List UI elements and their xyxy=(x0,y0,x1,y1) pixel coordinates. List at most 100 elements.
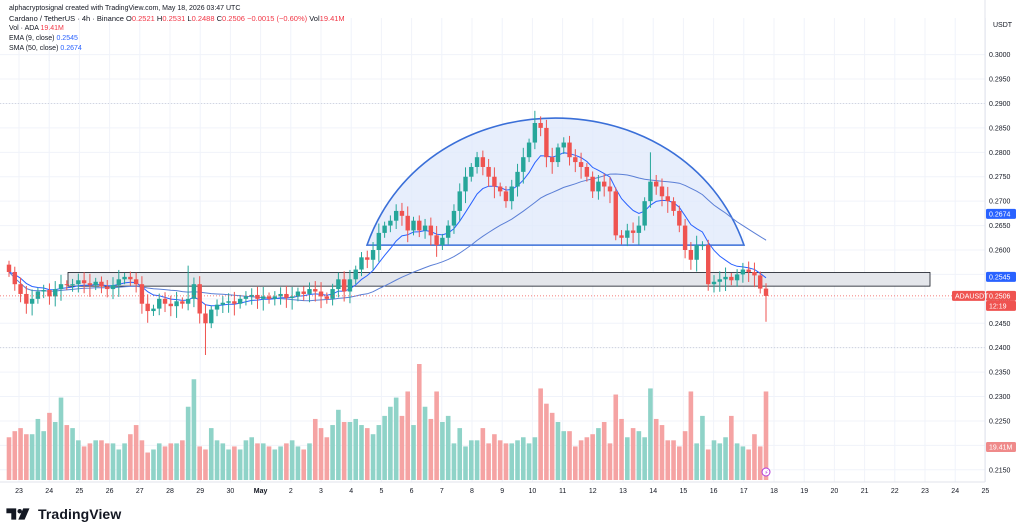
candle-body xyxy=(636,225,642,233)
candle-body xyxy=(451,210,457,226)
volume-bar xyxy=(151,449,156,480)
volume-legend[interactable]: Vol · ADA 19.41M xyxy=(9,24,345,34)
candle-body xyxy=(99,281,104,287)
candle-body xyxy=(370,250,376,260)
candle-body xyxy=(700,245,705,247)
sma-legend[interactable]: SMA (50, close) 0.2674 xyxy=(9,44,345,54)
price-tick-label: 0.2450 xyxy=(989,321,1011,328)
volume-bar xyxy=(411,425,416,480)
candle-body xyxy=(284,293,289,298)
candle-body xyxy=(538,123,543,128)
candle-body xyxy=(740,269,746,275)
volume-bar xyxy=(416,364,422,480)
price-tick-label: 0.2950 xyxy=(989,77,1011,84)
price-tick-label: 0.2400 xyxy=(989,345,1011,352)
candle-body xyxy=(497,186,503,192)
candle-body xyxy=(81,280,87,284)
volume-bar xyxy=(214,440,220,480)
symbol-name[interactable]: Cardano / TetherUS · 4h · Binance xyxy=(9,14,124,23)
volume-bar xyxy=(440,422,445,480)
candle-body xyxy=(422,225,428,231)
candle-body xyxy=(197,284,202,314)
volume-bar xyxy=(203,449,208,480)
volume-bar xyxy=(24,434,29,480)
time-tick-label: May xyxy=(254,488,268,495)
vol-value: 19.41M xyxy=(319,14,345,23)
time-axis: 23 24 25 26 27 28 29 30 May 2 3 4 5 6 7 8 9 10 11 12 13 14 15 1… xyxy=(0,481,989,495)
candle-body xyxy=(47,290,52,297)
price-tick-label: 0.2300 xyxy=(989,394,1011,401)
price-tick-label: 0.2600 xyxy=(989,248,1011,255)
volume-bar xyxy=(122,443,127,480)
candle-body xyxy=(151,308,156,312)
volume-bar xyxy=(607,443,613,480)
candle-body xyxy=(521,157,526,172)
cup-pattern-drawing[interactable] xyxy=(365,117,746,246)
volume-bar xyxy=(729,415,734,480)
volume-bar xyxy=(64,425,70,480)
volume-bar xyxy=(318,428,324,480)
volume-bar xyxy=(393,397,399,480)
support-zone-box[interactable] xyxy=(67,272,931,287)
volume-bar xyxy=(573,446,578,480)
ema-value: 0.2545 xyxy=(56,35,78,42)
volume-bar xyxy=(549,412,555,480)
volume-bar xyxy=(584,437,590,480)
open-value: 0.2521 xyxy=(131,14,155,23)
volume-bar xyxy=(382,415,387,480)
sma-price-badge[interactable]: 0.2674 xyxy=(989,211,1011,218)
candle-body xyxy=(255,294,260,299)
candle-body xyxy=(399,210,405,216)
lightning-marker-icon[interactable] xyxy=(761,467,771,477)
volume-bar xyxy=(312,418,318,480)
candle-body xyxy=(428,225,434,236)
volume-bar xyxy=(503,443,509,480)
volume-bar xyxy=(104,443,110,480)
symbol-badge[interactable]: ADAUSDT xyxy=(955,293,989,300)
volume-bar xyxy=(659,425,665,480)
candle-body xyxy=(515,171,520,187)
volume-bar xyxy=(284,443,289,480)
volume-bar xyxy=(249,437,255,480)
countdown-badge[interactable]: 12:19 xyxy=(989,303,1007,310)
candle-body xyxy=(752,271,757,276)
currency-label[interactable]: USDT xyxy=(993,22,1013,29)
candle-body xyxy=(191,284,197,299)
candle-body xyxy=(139,284,145,304)
volume-bar xyxy=(18,428,23,480)
volume-bar xyxy=(47,412,52,480)
candle-body xyxy=(688,250,694,260)
candle-body xyxy=(18,284,23,294)
price-tick-label: 0.2800 xyxy=(989,150,1011,157)
candle-body xyxy=(249,294,254,297)
volume-bar xyxy=(509,443,515,480)
candle-body xyxy=(509,186,514,202)
time-tick-label: 24 xyxy=(45,488,53,495)
candle-body xyxy=(607,186,613,192)
time-tick-label: 15 xyxy=(680,488,688,495)
candle-body xyxy=(584,166,590,177)
volume-bar xyxy=(538,388,543,480)
time-tick-label: 28 xyxy=(166,488,174,495)
volume-bar xyxy=(492,434,497,480)
volume-label: Vol · ADA xyxy=(9,25,39,32)
ema-price-badge[interactable]: 0.2545 xyxy=(989,274,1011,281)
ema-legend[interactable]: EMA (9, close) 0.2545 xyxy=(9,34,345,44)
volume-bar xyxy=(128,434,133,480)
tradingview-brand[interactable]: TradingView xyxy=(6,506,121,522)
countdown-badge-bg xyxy=(986,300,1016,311)
volume-bar xyxy=(694,443,699,480)
volume-bar xyxy=(734,443,740,480)
last-price-badge[interactable]: 0.2506 xyxy=(989,293,1011,300)
volume-value-badge[interactable]: 19.41M xyxy=(989,445,1013,452)
volume-bar xyxy=(567,431,572,480)
candle-body xyxy=(180,301,185,304)
time-tick-label: 2 xyxy=(289,488,293,495)
volume-bar xyxy=(700,415,705,480)
volume-bar xyxy=(497,440,503,480)
volume-bar xyxy=(6,437,12,480)
volume-bar xyxy=(653,418,659,480)
time-tick-label: 18 xyxy=(770,488,778,495)
volume-bar xyxy=(145,452,150,480)
